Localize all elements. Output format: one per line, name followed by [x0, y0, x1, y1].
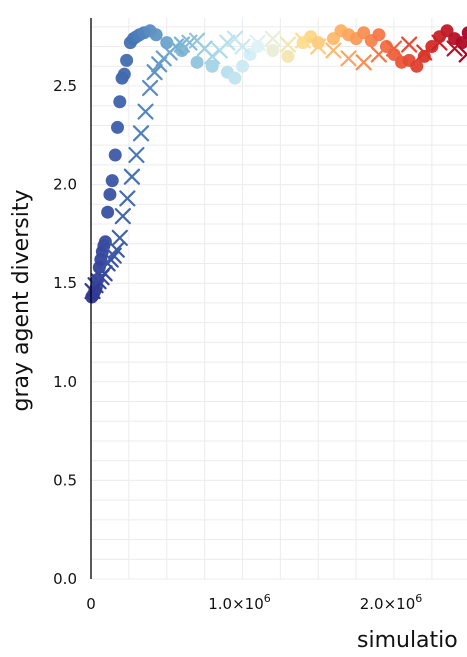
data-point-x — [279, 36, 297, 53]
data-point-circle — [311, 36, 325, 50]
data-marks — [84, 24, 467, 304]
data-point-x — [219, 34, 236, 51]
data-point-circle — [372, 28, 386, 42]
data-point-circle — [108, 148, 122, 162]
data-point-circle — [113, 95, 127, 109]
tick-labels: 0.0 0.5 1.0 1.5 2.0 2.5 0 1.0×106 2.0×106 — [53, 77, 422, 613]
data-point-x — [401, 36, 418, 53]
y-tick-label: 0.0 — [53, 570, 77, 588]
grid — [90, 18, 467, 580]
data-point-x — [431, 34, 448, 51]
y-tick-label: 2.0 — [53, 176, 77, 194]
x-tick-label: 1.0×106 — [208, 592, 271, 613]
y-tick-label: 1.0 — [53, 373, 77, 391]
y-tick-label: 2.5 — [53, 77, 77, 95]
data-point-circle — [205, 59, 219, 73]
data-point-x — [114, 208, 131, 225]
data-point-x — [137, 103, 154, 120]
data-point-circle — [251, 40, 265, 54]
data-point-x — [119, 190, 136, 207]
data-point-circle — [410, 59, 424, 73]
data-point-circle — [120, 53, 134, 67]
x-marker-series — [84, 30, 467, 300]
data-point-x — [128, 146, 145, 164]
y-tick-label: 0.5 — [53, 471, 77, 489]
data-point-circle — [103, 187, 117, 201]
data-point-x — [123, 168, 141, 185]
data-point-x — [111, 229, 128, 246]
data-point-x — [416, 44, 433, 61]
data-point-circle — [111, 120, 125, 134]
data-point-circle — [105, 174, 119, 188]
data-point-x — [146, 64, 163, 81]
data-point-x — [204, 48, 221, 65]
x-axis-title: simulatio — [357, 628, 458, 653]
data-point-circle — [149, 28, 163, 42]
data-point-circle — [417, 49, 431, 63]
data-point-x — [370, 46, 387, 63]
data-point-x — [340, 50, 357, 67]
data-point-circle — [425, 40, 439, 54]
data-point-x — [385, 40, 403, 57]
data-point-x — [325, 42, 342, 59]
data-point-x — [96, 265, 113, 282]
data-point-circle — [281, 49, 295, 63]
data-point-circle — [236, 59, 249, 73]
data-point-x — [446, 40, 463, 57]
data-point-x — [310, 38, 327, 55]
data-point-x — [355, 54, 372, 71]
data-point-circle — [101, 205, 115, 219]
data-point-circle — [98, 235, 112, 249]
data-point-circle — [461, 26, 467, 40]
x-tick-label: 0 — [86, 595, 96, 613]
data-point-circle — [117, 67, 131, 81]
y-tick-label: 1.5 — [53, 274, 77, 292]
x-tick-label: 2.0×106 — [360, 592, 423, 613]
data-point-circle — [190, 55, 204, 69]
data-point-x — [264, 30, 281, 47]
data-point-x — [295, 32, 312, 49]
data-point-circle — [228, 71, 242, 85]
data-point-circle — [266, 44, 280, 58]
data-point-x — [234, 38, 251, 55]
data-point-x — [141, 79, 159, 97]
y-axis-title: gray agent diversity — [9, 190, 34, 412]
data-point-x — [132, 125, 150, 142]
data-point-x — [249, 34, 266, 51]
